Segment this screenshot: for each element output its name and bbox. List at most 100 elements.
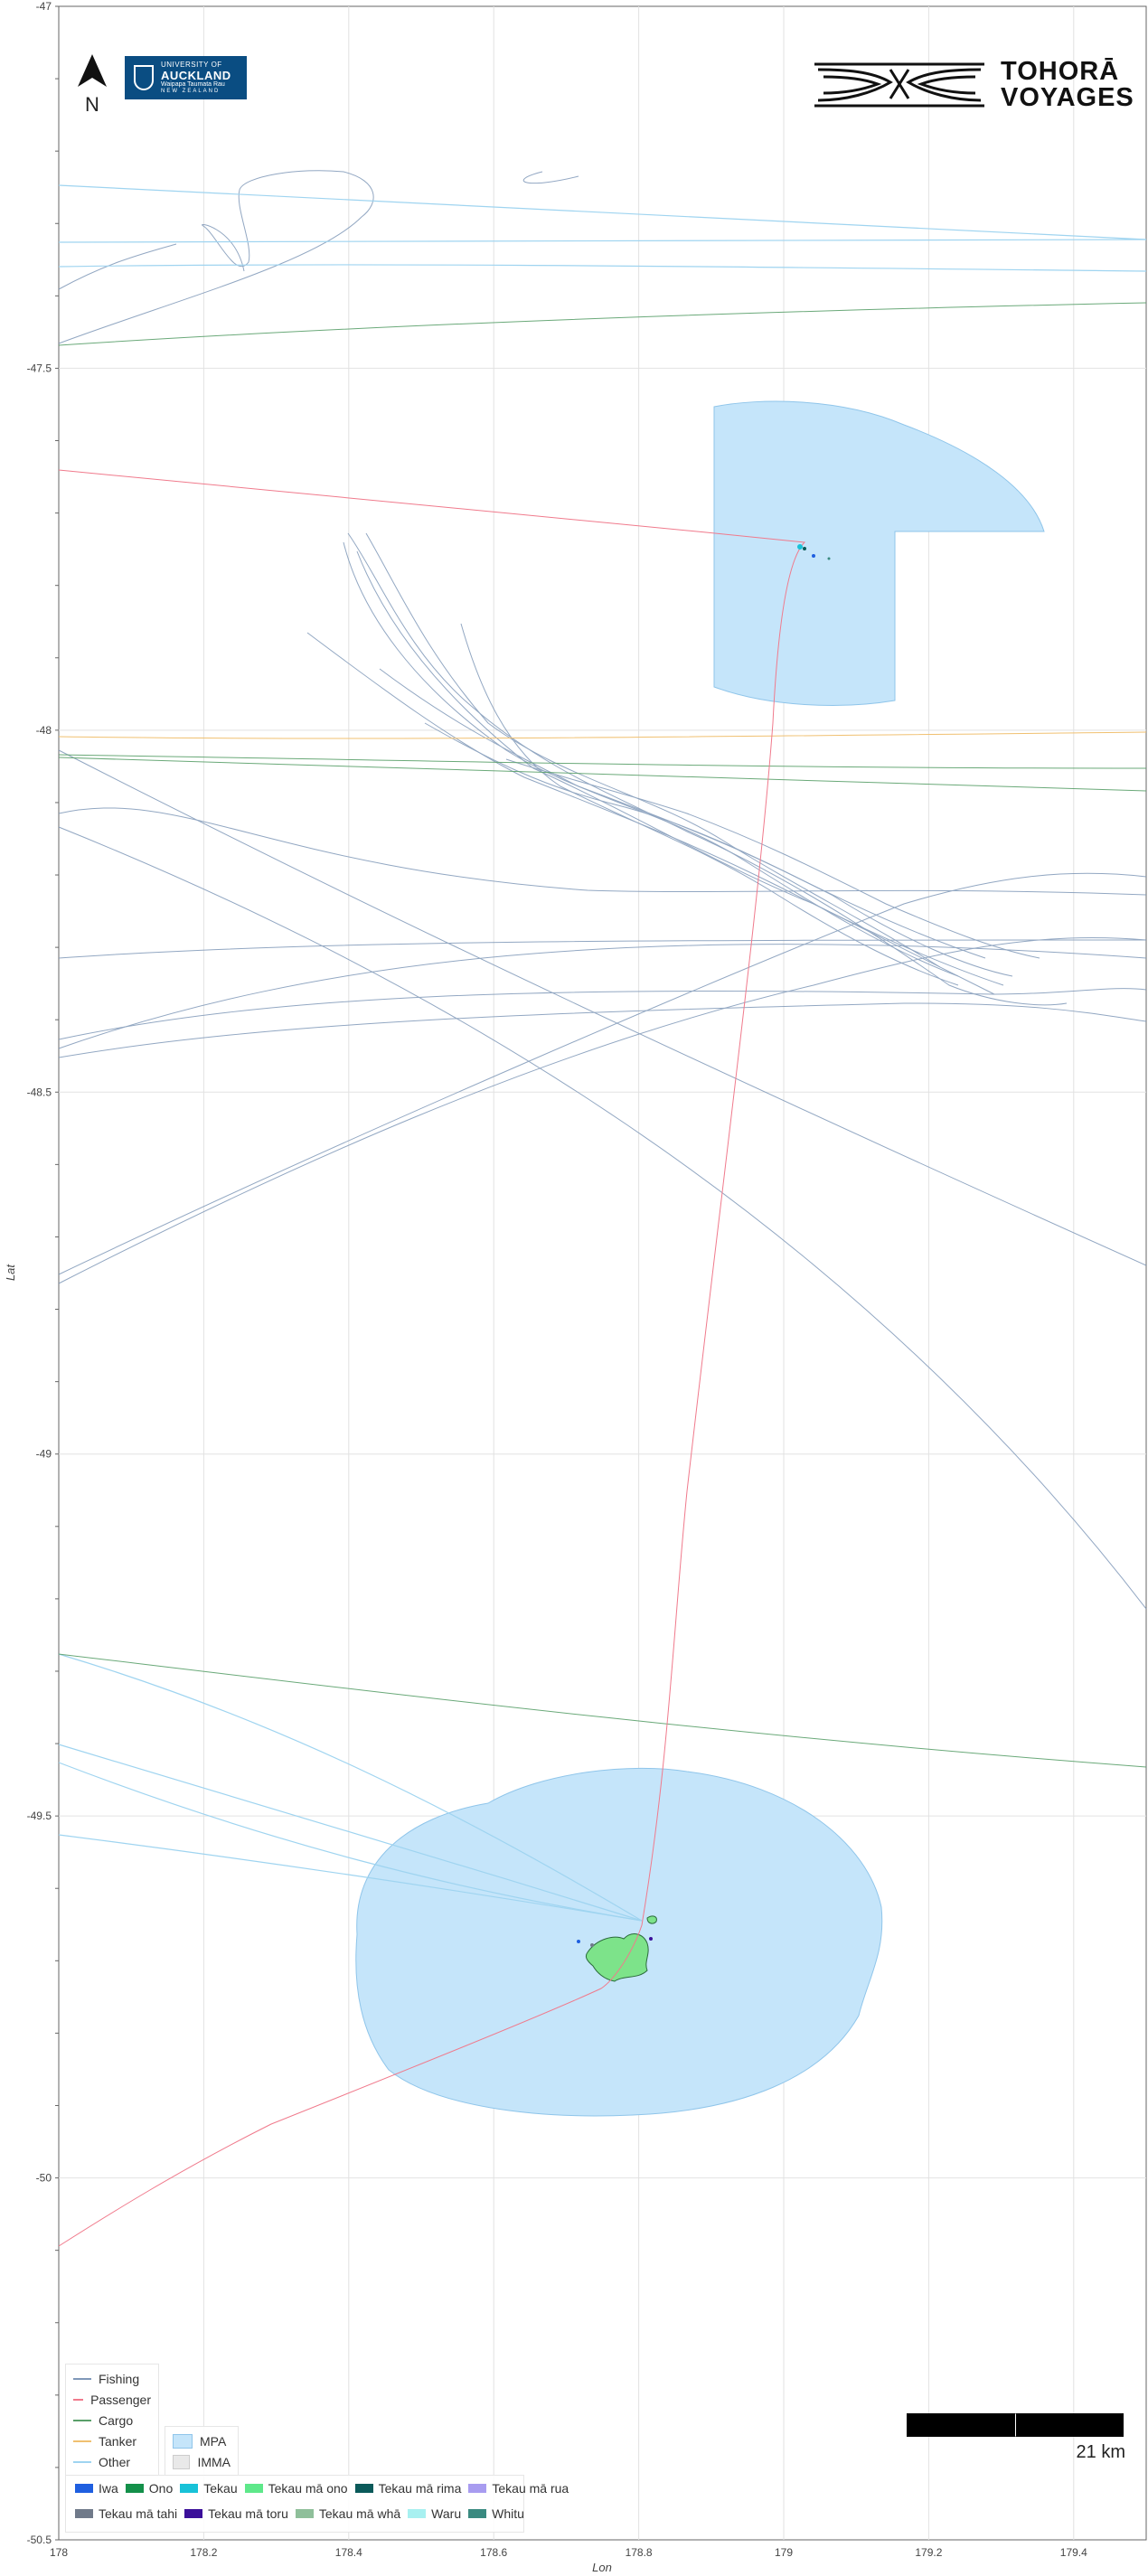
legend-swatch-tag <box>75 2509 93 2518</box>
y-tick-label: -47 <box>36 0 52 13</box>
legend-label: Tekau mā whā <box>318 2506 401 2521</box>
legend-label: Passenger <box>90 2392 151 2407</box>
legend-item-tag[interactable]: Ono <box>124 2481 173 2496</box>
university-logo-line2: AUCKLAND <box>161 68 231 82</box>
y-tick-label: -50 <box>36 2172 52 2185</box>
x-tick-label: 179 <box>775 2546 793 2559</box>
legend-tags-row2: Tekau mā tahi Tekau mā toru Tekau mā whā Wa… <box>66 2501 524 2526</box>
y-tick-label: -50.5 <box>27 2534 52 2546</box>
x-tick-label: 179.4 <box>1060 2546 1087 2559</box>
legend-swatch-tag <box>295 2509 314 2518</box>
crest-icon <box>134 65 154 90</box>
x-tick-label: 178.8 <box>626 2546 653 2559</box>
legend-areas: MPA IMMA <box>165 2426 239 2477</box>
project-logo-line1: TOHORĀ <box>1001 57 1120 86</box>
legend-swatch-mpa <box>173 2433 193 2449</box>
legend-label: Cargo <box>99 2412 134 2428</box>
x-tick-label: 178.6 <box>480 2546 507 2559</box>
legend-swatch-tag <box>125 2484 144 2493</box>
legend-swatch-tag <box>244 2484 263 2493</box>
legend-swatch-other <box>73 2460 91 2463</box>
island-landmass <box>585 1933 649 1982</box>
legend-label: Iwa <box>99 2481 118 2496</box>
legend-swatch-cargo <box>73 2419 91 2421</box>
legend-label: Tanker <box>99 2433 137 2449</box>
y-tick-label: -48 <box>36 724 52 737</box>
island-islet <box>646 1915 657 1924</box>
north-arrow: N <box>72 52 112 117</box>
legend-label: Tekau mā rua <box>492 2481 569 2496</box>
legend-label: Waru <box>431 2506 462 2521</box>
university-logo-line4: NEW ZEALAND <box>161 88 221 94</box>
fishing-tracks <box>58 170 1147 1610</box>
legend-swatch-tanker <box>73 2440 91 2442</box>
legend-tags-row1: Iwa Ono Tekau Tekau mā ono Tekau mā rima Teka… <box>66 2476 569 2501</box>
legend-swatch-tag <box>354 2484 373 2493</box>
legend-swatch-passenger <box>73 2398 84 2401</box>
tanker-track <box>58 731 1147 739</box>
legend-tags: Iwa Ono Tekau Tekau mā ono Tekau mā rima Teka… <box>65 2475 569 2533</box>
legend-swatch-tag <box>75 2484 93 2493</box>
legend-item-mpa[interactable]: MPA <box>165 2430 238 2451</box>
legend-item-tag[interactable]: Tekau mā ono <box>243 2481 348 2496</box>
legend-item-passenger[interactable]: Passenger <box>66 2389 158 2410</box>
legend-item-tag[interactable]: Tekau mā toru <box>183 2506 288 2521</box>
legend-label: Tekau mā ono <box>268 2481 348 2496</box>
legend-item-tag[interactable]: Waru <box>406 2506 461 2521</box>
legend-item-cargo[interactable]: Cargo <box>66 2410 158 2430</box>
legend-label: Tekau mā rima <box>378 2481 462 2496</box>
axis-ticks: 178 178.2 178.4 178.6 178.8 179 179.2 179.4 -47 -… <box>27 0 1087 2559</box>
legend-swatch-tag <box>468 2509 487 2518</box>
y-tick-label: -49 <box>36 1448 52 1461</box>
y-axis-label: Lat <box>4 1264 17 1281</box>
tohora-mark-icon <box>814 62 984 108</box>
legend-item-tag[interactable]: Tekau mā whā <box>294 2506 400 2521</box>
scale-bar-segment <box>1015 2413 1124 2437</box>
x-axis-label: Lon <box>592 2561 612 2574</box>
passenger-track <box>58 469 806 2247</box>
university-logo: UNIVERSITY OF AUCKLAND Waipapa Taumata R… <box>125 56 247 99</box>
y-tick-label: -49.5 <box>27 1810 52 1822</box>
legend-label: IMMA <box>197 2454 231 2469</box>
legend-swatch-tag <box>184 2509 203 2518</box>
north-arrow-icon <box>78 54 107 87</box>
grid-lines <box>59 6 1146 2540</box>
tag-detections <box>577 544 831 1947</box>
x-tick-label: 178.4 <box>335 2546 362 2559</box>
scale-bar-label: 21 km <box>1076 2442 1125 2462</box>
legend-swatch-tag <box>468 2484 487 2493</box>
legend-item-tag[interactable]: Tekau mā tahi <box>73 2506 177 2521</box>
university-logo-line1: UNIVERSITY OF <box>161 61 222 70</box>
scale-bar-segment <box>907 2413 1015 2437</box>
legend-label: Tekau mā tahi <box>99 2506 178 2521</box>
legend-item-tag[interactable]: Tekau <box>178 2481 238 2496</box>
north-letter: N <box>85 93 99 116</box>
legend-item-imma[interactable]: IMMA <box>165 2451 238 2472</box>
x-tick-label: 178.2 <box>190 2546 217 2559</box>
legend-swatch-tag <box>408 2509 427 2518</box>
legend-item-tag[interactable]: Whitu <box>466 2506 524 2521</box>
project-logo: TOHORĀ VOYAGES <box>809 56 1134 114</box>
legend-item-other[interactable]: Other <box>66 2451 158 2472</box>
legend-label: MPA <box>200 2433 227 2449</box>
legend-label: Whitu <box>492 2506 524 2521</box>
project-logo-line2: VOYAGES <box>1001 83 1134 112</box>
legend-swatch-tag <box>180 2484 199 2493</box>
scale-bar <box>907 2413 1124 2437</box>
university-logo-line3: Waipapa Taumata Rau <box>161 81 225 89</box>
plot-frame <box>58 5 1147 2541</box>
legend-vessels: Fishing Passenger Cargo Tanker Other <box>65 2364 159 2477</box>
legend-label: Fishing <box>99 2371 140 2386</box>
legend-label: Ono <box>148 2481 174 2496</box>
legend-item-tag[interactable]: Tekau mā rima <box>353 2481 462 2496</box>
mpa-polygon-north <box>713 400 1045 706</box>
legend-item-tag[interactable]: Tekau mā rua <box>466 2481 569 2496</box>
y-tick-label: -48.5 <box>27 1086 52 1098</box>
legend-item-tag[interactable]: Iwa <box>73 2481 118 2496</box>
legend-swatch-imma <box>173 2454 191 2469</box>
legend-item-fishing[interactable]: Fishing <box>66 2368 158 2389</box>
legend-item-tanker[interactable]: Tanker <box>66 2430 158 2451</box>
legend-label: Tekau <box>203 2481 238 2496</box>
y-tick-label: -47.5 <box>27 362 52 374</box>
